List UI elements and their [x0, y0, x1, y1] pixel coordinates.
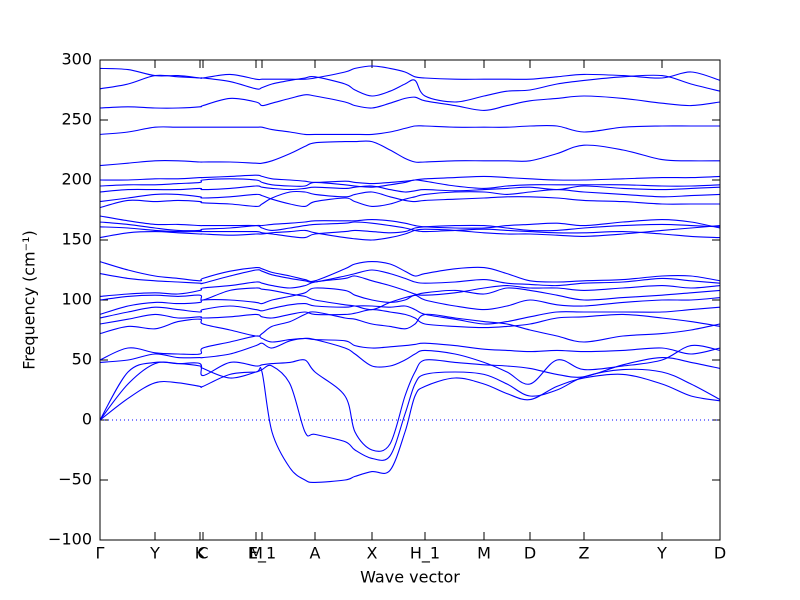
- y-tick-label: 100: [61, 290, 92, 309]
- x-tick-label: C: [197, 544, 208, 563]
- x-axis-label: Wave vector: [360, 568, 460, 587]
- plot-frame: [99, 59, 721, 541]
- band-line: [99, 366, 721, 483]
- x-tick-label: E_1: [248, 544, 276, 564]
- y-tick-label: 200: [61, 170, 92, 189]
- x-tick-label: X: [367, 544, 378, 563]
- y-tick-label: 0: [82, 410, 92, 429]
- band-line: [99, 337, 721, 385]
- y-tick-label: −100: [48, 530, 92, 549]
- band-line: [99, 275, 721, 297]
- x-tick-label: D: [524, 544, 536, 563]
- band-line: [99, 303, 721, 325]
- band-line: [99, 225, 721, 241]
- band-line: [99, 287, 721, 311]
- x-tick-label: H_1: [410, 544, 440, 564]
- band-line: [99, 361, 721, 461]
- band-line: [99, 309, 721, 329]
- band-line: [99, 269, 721, 287]
- x-tick-label: Y: [656, 544, 667, 563]
- band-line: [99, 190, 720, 209]
- x-tick-label: Z: [579, 544, 590, 563]
- y-axis-label: Frequency (cm⁻¹): [20, 230, 39, 369]
- y-tick-label: −50: [58, 470, 92, 489]
- x-tick-label: A: [310, 544, 321, 563]
- y-tick-label: 150: [61, 230, 92, 249]
- band-line: [99, 223, 721, 239]
- x-tick-label: Γ: [96, 544, 105, 563]
- x-tick-label: M: [249, 544, 263, 563]
- y-tick-label: 250: [61, 110, 92, 129]
- band-line: [99, 335, 721, 361]
- band-line: [99, 67, 721, 103]
- x-tick-label: M: [477, 544, 491, 563]
- band-line: [99, 261, 721, 283]
- y-tick-label: 300: [61, 50, 92, 69]
- x-tick-label: K: [195, 544, 206, 563]
- band-line: [99, 178, 721, 189]
- band-line: [99, 311, 721, 343]
- x-tick-label: D: [714, 544, 726, 563]
- band-line: [99, 215, 721, 239]
- band-line: [99, 219, 721, 232]
- band-line: [99, 94, 721, 111]
- x-tick-label: Y: [149, 544, 160, 563]
- band-line: [99, 124, 720, 136]
- band-line: [99, 174, 721, 185]
- band-line: [99, 357, 721, 452]
- y-tick-label: 50: [72, 350, 92, 369]
- band-line: [99, 140, 721, 167]
